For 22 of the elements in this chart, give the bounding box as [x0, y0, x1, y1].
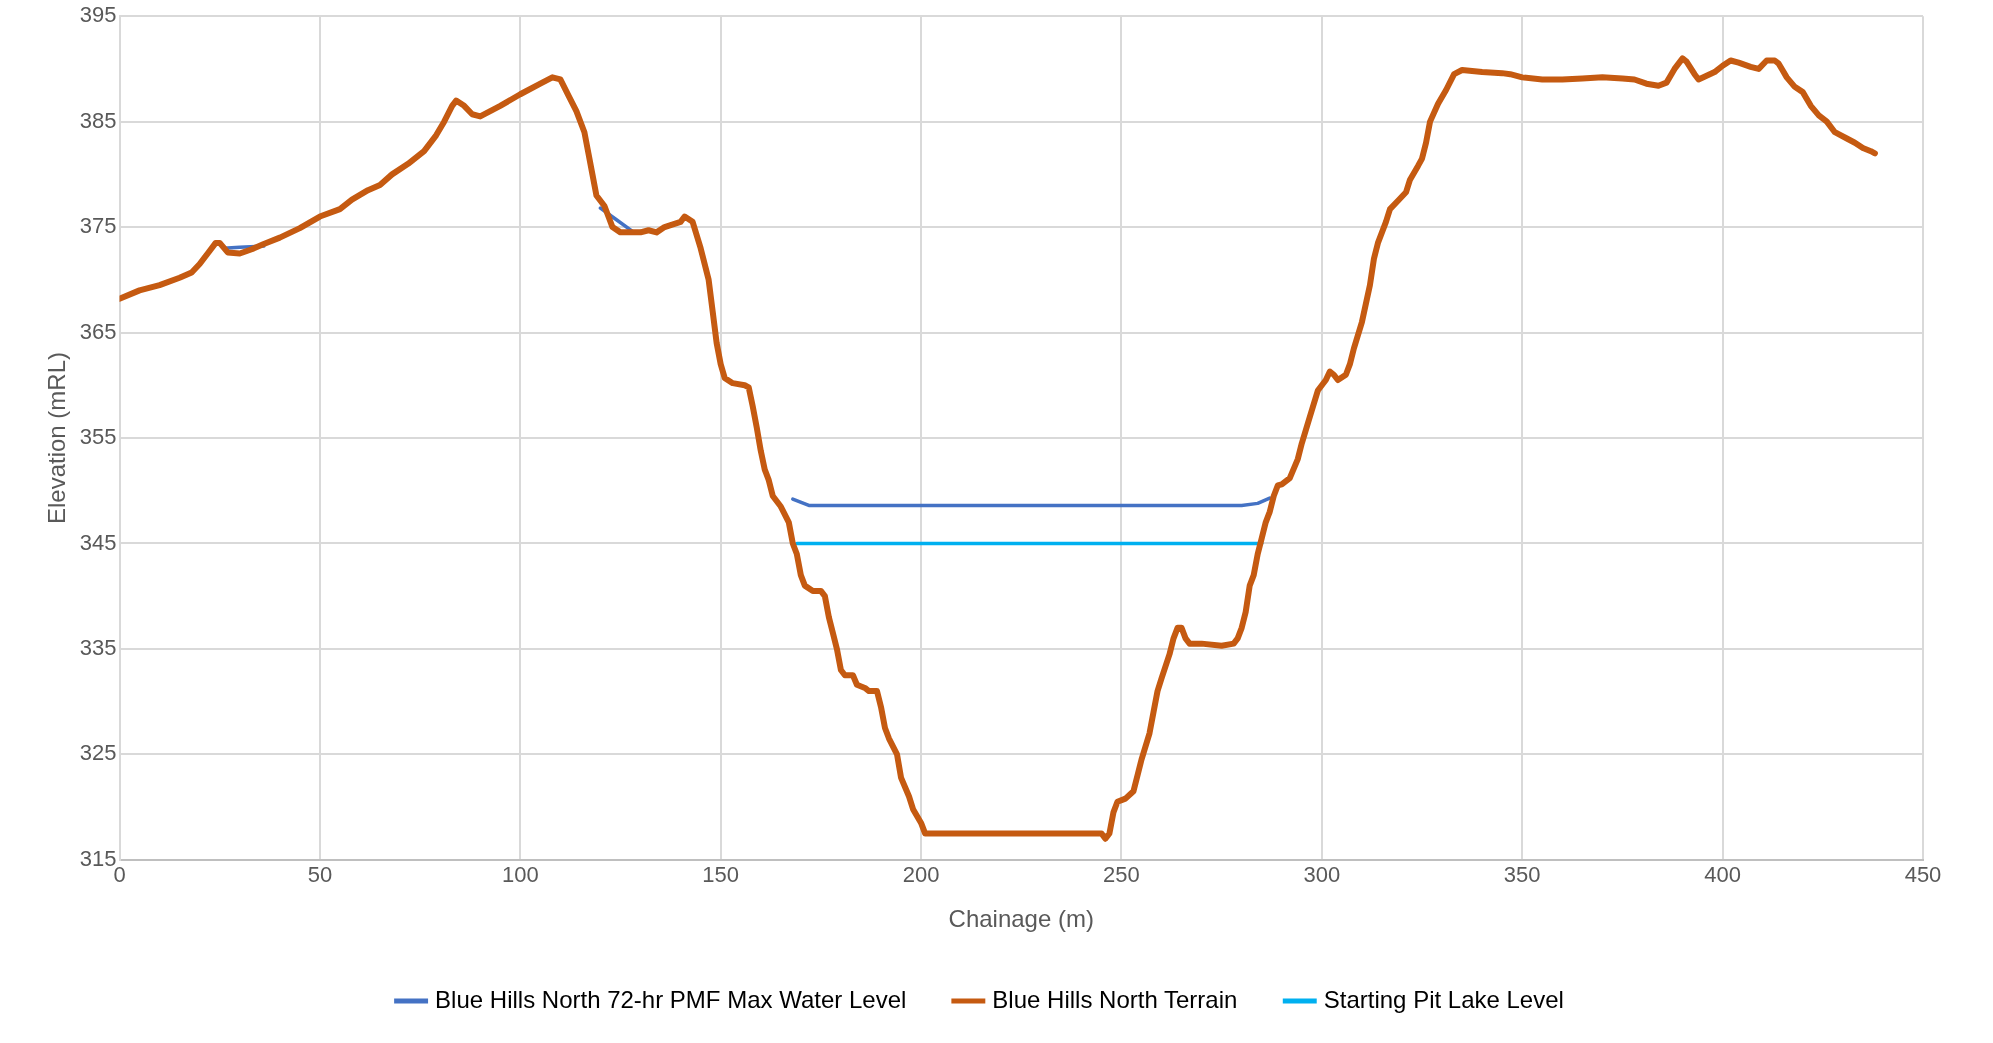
y-tick-label: 395	[79, 2, 117, 28]
y-tick-label: 335	[79, 634, 117, 660]
x-tick-label: 100	[501, 862, 539, 888]
x-tick-label: 150	[702, 862, 740, 888]
legend-label: Blue Hills North Terrain	[992, 985, 1238, 1013]
legend-label: Blue Hills North 72-hr PMF Max Water Level	[435, 985, 907, 1013]
y-tick-label: 355	[79, 424, 117, 450]
legend-label: Starting Pit Lake Level	[1323, 985, 1564, 1013]
x-tick-label: 400	[1704, 862, 1741, 888]
y-tick-label: 375	[79, 213, 117, 239]
x-tick-label: 450	[1904, 862, 1942, 888]
x-tick-label: 50	[307, 862, 333, 888]
y-tick-label: 385	[79, 107, 117, 133]
y-tick-label: 325	[79, 740, 117, 766]
x-axis-title: Chainage (m)	[948, 905, 1094, 933]
y-tick-label: 365	[79, 318, 117, 344]
y-axis-title: Elevation (mRL)	[43, 351, 71, 525]
x-tick-label: 250	[1103, 862, 1140, 888]
y-tick-label: 345	[79, 529, 117, 555]
x-tick-label: 350	[1503, 862, 1541, 888]
x-tick-label: 200	[902, 862, 940, 888]
x-tick-label: 300	[1303, 862, 1341, 888]
